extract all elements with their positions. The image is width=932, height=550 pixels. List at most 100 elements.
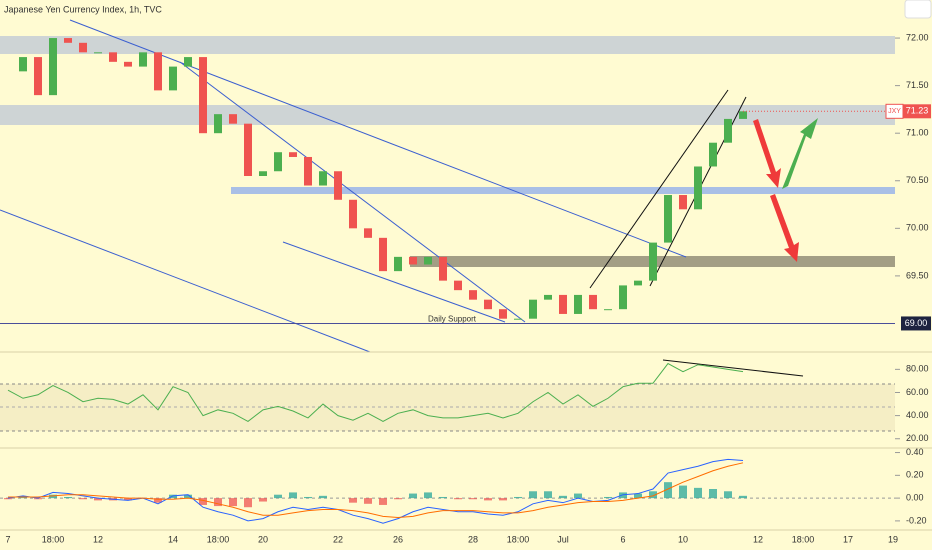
histogram-bar xyxy=(439,496,447,499)
histogram-bar xyxy=(319,495,327,499)
candle xyxy=(499,309,507,319)
histogram-bar xyxy=(514,496,522,499)
x-tick-label: 7 xyxy=(5,534,10,544)
candle xyxy=(124,61,132,67)
histogram-bar xyxy=(304,496,312,499)
histogram-bar xyxy=(49,494,57,499)
support-zone xyxy=(231,187,895,194)
price-box-label: 69.00 xyxy=(905,318,928,328)
histogram-bar xyxy=(499,498,507,501)
candle xyxy=(694,166,702,210)
candle xyxy=(304,156,312,186)
candle xyxy=(574,294,582,314)
y-tick-label: 0.00 xyxy=(906,492,924,502)
candle xyxy=(364,228,372,238)
candle xyxy=(109,52,117,62)
histogram-bar xyxy=(34,498,42,500)
candle xyxy=(34,57,42,96)
histogram-bar xyxy=(214,498,222,507)
price-box xyxy=(903,104,931,119)
candle xyxy=(244,123,252,176)
y-tick-label: 0.20 xyxy=(906,470,924,480)
y-tick-label: 71.50 xyxy=(906,80,929,90)
candle xyxy=(559,294,567,314)
candle xyxy=(409,256,417,265)
candle xyxy=(334,171,342,200)
candle xyxy=(94,52,102,54)
histogram-bar xyxy=(394,498,402,500)
candle xyxy=(154,52,162,91)
histogram-bar xyxy=(529,491,537,499)
support-label: Daily Support xyxy=(428,315,477,324)
histogram-bar xyxy=(169,494,177,499)
price-box xyxy=(901,316,931,331)
x-tick-label: 26 xyxy=(393,534,403,544)
candle xyxy=(214,114,222,134)
histogram-bar xyxy=(4,498,12,500)
histogram-bar xyxy=(94,498,102,501)
current-price-label: 71.23 xyxy=(906,106,929,116)
histogram-bar xyxy=(184,494,192,499)
histogram-bar xyxy=(244,498,252,508)
candle xyxy=(169,66,177,91)
candle xyxy=(424,256,432,265)
y-tick-label: 60.00 xyxy=(906,387,929,397)
histogram-bar xyxy=(709,489,717,499)
arrows xyxy=(753,118,818,262)
candle xyxy=(604,309,612,311)
candle xyxy=(619,285,627,310)
y-tick-label: 70.50 xyxy=(906,175,929,185)
histogram-bar xyxy=(724,491,732,499)
histogram-bar xyxy=(454,498,462,500)
candle xyxy=(394,256,402,272)
histogram-bar xyxy=(619,492,627,499)
candle xyxy=(709,142,717,167)
histogram-bar xyxy=(604,496,612,499)
histogram-bar xyxy=(64,496,72,499)
histogram-bar xyxy=(739,495,747,499)
candle xyxy=(139,52,147,67)
x-tick-label: 18:00 xyxy=(792,534,815,544)
candle xyxy=(439,256,447,281)
histogram-bar xyxy=(349,498,357,503)
y-tick-label: 72.00 xyxy=(906,32,929,42)
candle xyxy=(19,57,27,72)
x-tick-label: 6 xyxy=(620,534,625,544)
candle xyxy=(274,152,282,172)
candle xyxy=(259,171,267,176)
histogram-bar xyxy=(154,498,162,503)
candle xyxy=(589,294,597,310)
histogram-bar xyxy=(364,498,372,504)
macd-line xyxy=(8,462,744,518)
candle xyxy=(739,111,747,119)
candle xyxy=(634,280,642,286)
candle xyxy=(514,318,522,320)
histogram-bar xyxy=(409,493,417,499)
candle xyxy=(79,42,87,53)
histogram-bar xyxy=(559,495,567,499)
x-tick-label: 18:00 xyxy=(507,534,530,544)
candle xyxy=(469,290,477,300)
x-tick-label: 18:00 xyxy=(207,534,230,544)
x-tick-label: 10 xyxy=(678,534,688,544)
candle xyxy=(724,118,732,143)
trend-lines xyxy=(0,19,687,353)
histogram-bar xyxy=(664,482,672,499)
histogram-bar xyxy=(469,498,477,500)
toolbar-button[interactable] xyxy=(904,0,932,19)
histogram-bar xyxy=(124,498,132,501)
histogram-bar xyxy=(274,494,282,499)
candle xyxy=(289,152,297,157)
candle xyxy=(349,199,357,229)
candle xyxy=(229,114,237,124)
histogram-bar xyxy=(79,498,87,500)
histogram-bar xyxy=(649,491,657,499)
histogram-bar xyxy=(259,498,267,502)
x-tick-label: 22 xyxy=(333,534,343,544)
x-tick-label: 18:00 xyxy=(42,534,65,544)
candle xyxy=(379,237,387,272)
histogram-bar xyxy=(424,492,432,499)
